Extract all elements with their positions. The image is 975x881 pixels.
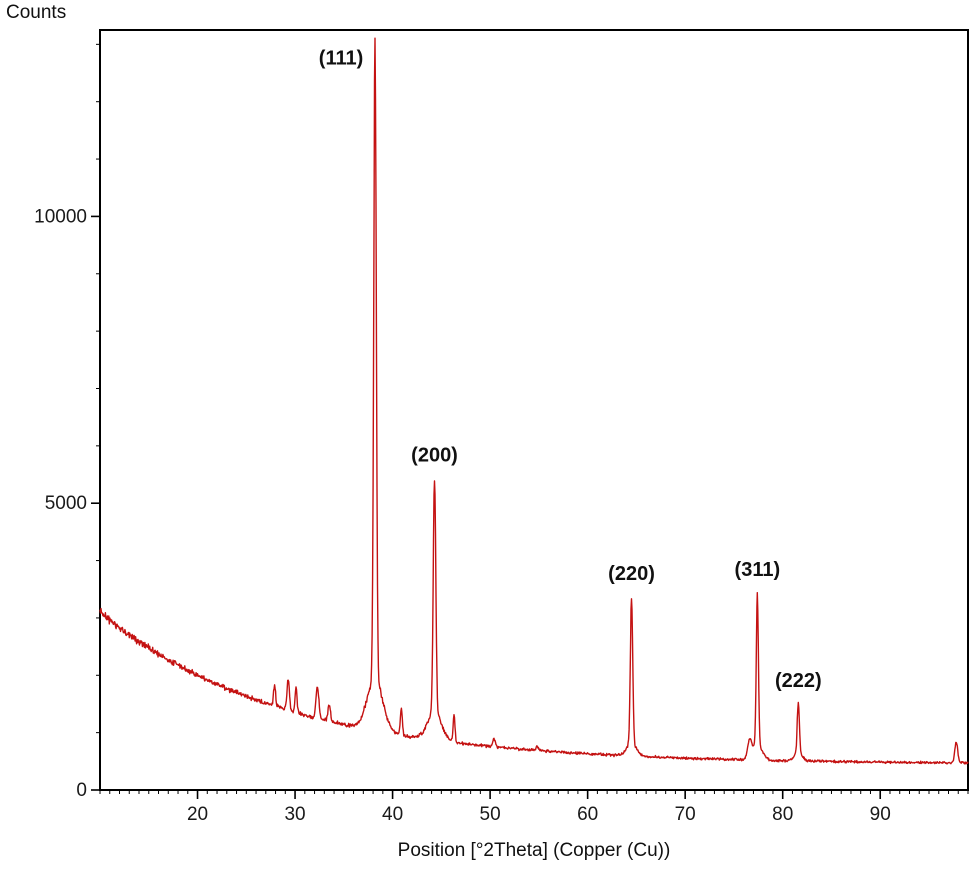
plot-border xyxy=(99,29,969,791)
y-tick-label: 10000 xyxy=(34,206,87,227)
y-axis-title: Counts xyxy=(6,2,67,23)
y-tick-label: 5000 xyxy=(45,493,87,514)
x-tick-label: 30 xyxy=(284,804,305,825)
peak-label-311: (311) xyxy=(735,559,781,581)
y-tick-label: 0 xyxy=(76,780,87,801)
x-tick-label: 70 xyxy=(675,804,696,825)
x-tick-label: 50 xyxy=(480,804,501,825)
peak-label-220: (220) xyxy=(608,563,655,585)
x-tick-label: 20 xyxy=(187,804,208,825)
peak-label-200: (200) xyxy=(411,444,458,466)
x-axis-title: Position [°2Theta] (Copper (Cu)) xyxy=(397,840,671,861)
x-tick-label: 60 xyxy=(577,804,598,825)
peak-label-222: (222) xyxy=(775,670,822,692)
x-tick-label: 80 xyxy=(772,804,793,825)
x-tick-label: 40 xyxy=(382,804,403,825)
peak-label-111: (111) xyxy=(319,48,363,70)
xrd-trace xyxy=(99,37,969,765)
x-tick-label: 90 xyxy=(870,804,891,825)
